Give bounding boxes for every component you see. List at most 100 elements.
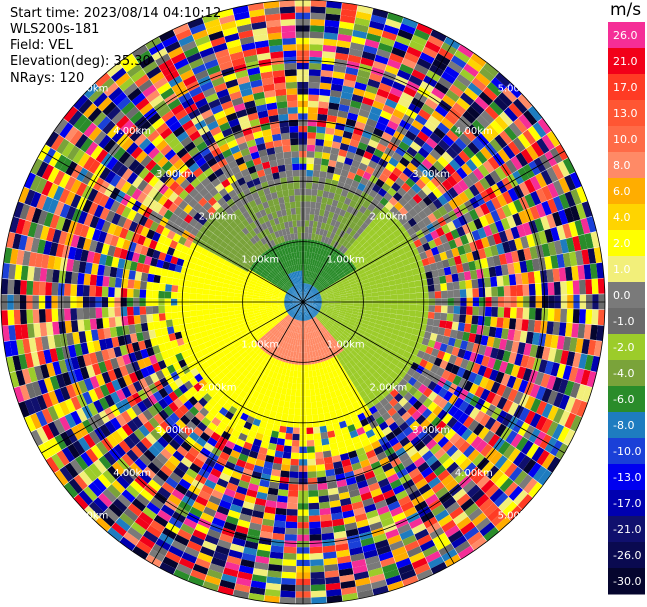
velocity-gate bbox=[310, 195, 317, 203]
velocity-gate bbox=[246, 401, 255, 410]
velocity-gate bbox=[376, 282, 384, 289]
velocity-gate bbox=[393, 220, 403, 230]
velocity-gate bbox=[78, 490, 94, 506]
velocity-gate bbox=[224, 323, 232, 330]
velocity-gate bbox=[362, 319, 370, 325]
velocity-gate bbox=[260, 473, 271, 482]
velocity-gate bbox=[267, 362, 274, 371]
velocity-gate bbox=[347, 244, 355, 252]
velocity-gate bbox=[292, 332, 296, 339]
velocity-gate bbox=[208, 495, 222, 506]
velocity-gate bbox=[452, 281, 460, 290]
velocity-gate bbox=[370, 198, 380, 208]
velocity-gate bbox=[122, 354, 132, 366]
velocity-gate bbox=[180, 523, 195, 535]
velocity-gate bbox=[281, 341, 287, 349]
velocity-gate bbox=[389, 215, 399, 225]
velocity-gate bbox=[188, 446, 200, 458]
velocity-gate bbox=[483, 277, 492, 288]
velocity-gate bbox=[558, 193, 570, 210]
velocity-gate bbox=[240, 351, 249, 359]
velocity-gate bbox=[360, 156, 371, 166]
velocity-gate bbox=[221, 527, 236, 538]
velocity-gate bbox=[83, 377, 94, 392]
velocity-gate bbox=[269, 410, 277, 419]
velocity-gate bbox=[226, 482, 238, 492]
velocity-gate bbox=[125, 363, 135, 375]
velocity-gate bbox=[227, 509, 241, 520]
velocity-gate bbox=[446, 175, 458, 187]
velocity-gate bbox=[429, 132, 442, 144]
velocity-gate bbox=[159, 275, 167, 284]
velocity-gate bbox=[189, 462, 202, 474]
velocity-gate bbox=[294, 319, 298, 327]
velocity-gate bbox=[540, 169, 553, 186]
velocity-gate bbox=[387, 187, 397, 197]
velocity-gate bbox=[258, 332, 265, 339]
velocity-gate bbox=[331, 263, 338, 271]
velocity-gate bbox=[203, 314, 211, 321]
velocity-gate bbox=[367, 391, 376, 401]
velocity-gate bbox=[365, 449, 377, 459]
velocity-gate bbox=[325, 576, 340, 585]
velocity-gate bbox=[273, 520, 286, 528]
velocity-gate bbox=[333, 265, 340, 272]
velocity-gate bbox=[406, 367, 416, 377]
velocity-gate bbox=[63, 283, 71, 296]
velocity-gate bbox=[399, 342, 408, 351]
velocity-gate bbox=[314, 282, 320, 288]
velocity-gate bbox=[396, 69, 411, 81]
velocity-gate bbox=[305, 314, 309, 321]
velocity-gate bbox=[276, 353, 282, 361]
velocity-gate bbox=[304, 364, 309, 372]
velocity-gate bbox=[213, 551, 228, 562]
velocity-gate bbox=[160, 327, 169, 336]
velocity-gate bbox=[200, 330, 209, 338]
velocity-gate bbox=[412, 380, 423, 390]
velocity-gate bbox=[107, 484, 122, 499]
velocity-gate bbox=[180, 456, 193, 468]
velocity-gate bbox=[327, 238, 333, 246]
velocity-gate bbox=[219, 472, 231, 483]
velocity-gate bbox=[339, 343, 347, 350]
velocity-gate bbox=[394, 278, 402, 285]
velocity-gate bbox=[350, 100, 362, 109]
velocity-gate bbox=[157, 360, 167, 370]
velocity-gate bbox=[298, 302, 303, 307]
velocity-gate bbox=[275, 507, 287, 516]
velocity-gate bbox=[282, 451, 292, 459]
velocity-gate bbox=[494, 473, 509, 488]
velocity-gate bbox=[70, 410, 82, 426]
velocity-gate bbox=[433, 464, 447, 477]
velocity-gate bbox=[445, 146, 458, 159]
velocity-gate bbox=[556, 253, 565, 268]
velocity-gate bbox=[393, 273, 401, 280]
velocity-gate bbox=[321, 298, 329, 301]
velocity-gate bbox=[359, 458, 371, 468]
velocity-gate bbox=[309, 527, 322, 535]
velocity-gate bbox=[321, 152, 331, 160]
velocity-gate bbox=[490, 244, 499, 257]
velocity-gate bbox=[350, 340, 358, 347]
velocity-gate bbox=[136, 332, 144, 342]
velocity-gate bbox=[476, 133, 490, 147]
velocity-gate bbox=[310, 311, 316, 317]
velocity-gate bbox=[385, 18, 402, 30]
velocity-gate bbox=[444, 428, 457, 441]
velocity-gate bbox=[425, 346, 434, 355]
velocity-gate bbox=[387, 58, 402, 70]
velocity-gate bbox=[350, 283, 358, 288]
velocity-gate bbox=[441, 305, 448, 314]
velocity-gate bbox=[414, 316, 422, 324]
velocity-gate bbox=[417, 393, 428, 404]
velocity-gate bbox=[368, 112, 380, 122]
velocity-gate bbox=[303, 289, 306, 296]
velocity-gate bbox=[391, 546, 407, 557]
velocity-gate bbox=[108, 317, 116, 328]
velocity-gate bbox=[202, 335, 210, 343]
velocity-gate bbox=[315, 394, 322, 402]
velocity-gate bbox=[43, 349, 53, 364]
velocity-gate bbox=[264, 389, 272, 397]
velocity-gate bbox=[246, 326, 254, 333]
velocity-gate bbox=[101, 349, 110, 361]
